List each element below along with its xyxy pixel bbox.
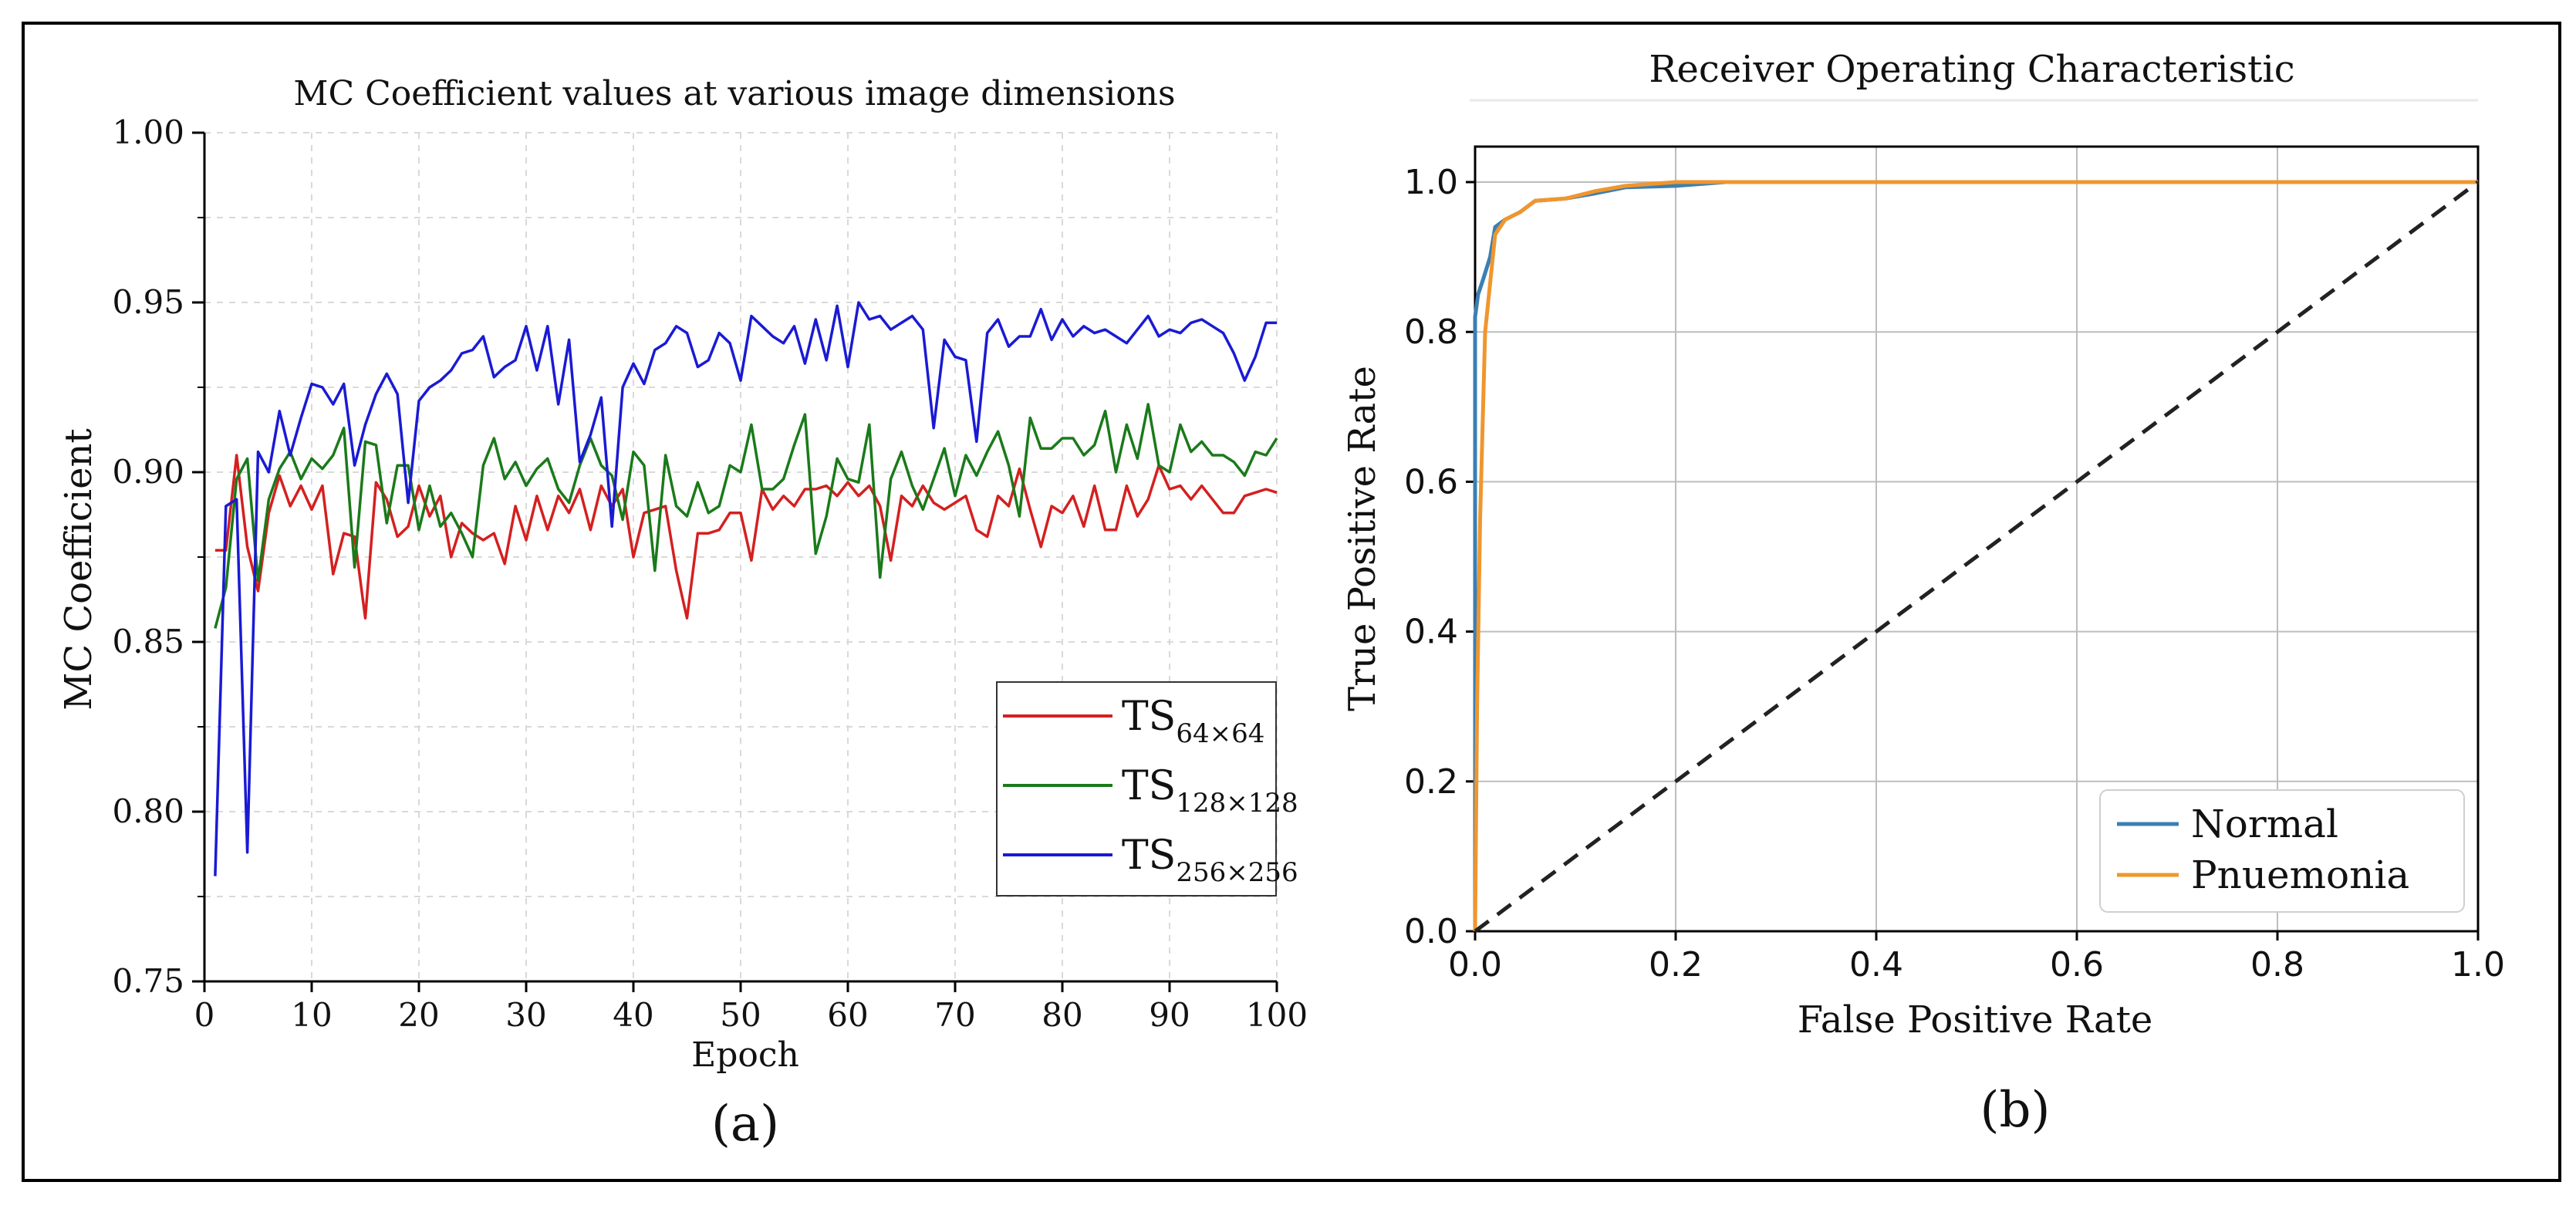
tick-label-a-y: 0.85 (112, 623, 184, 660)
chart-b-ylabel: True Positive Rate (1341, 366, 1384, 711)
tick-label-b-y: 0.8 (1404, 312, 1458, 352)
tick-label-a-x: 40 (613, 996, 653, 1034)
series-a-256×256 (214, 301, 1277, 876)
tick-label-b-x: 0.4 (1849, 945, 1903, 984)
tick-label-a-y: 0.75 (112, 962, 184, 1000)
chart-a-xlabel: Epoch (691, 1035, 799, 1075)
tick-label-a-x: 20 (398, 996, 439, 1034)
tick-label-a-x: 0 (194, 996, 215, 1034)
tick-label-b-y: 1.0 (1404, 163, 1458, 202)
chart-a-ylabel: MC Coefficient (57, 428, 100, 710)
panel-a-label: (a) (711, 1096, 779, 1153)
tick-label-b-x: 1.0 (2451, 945, 2505, 984)
chart-a-title: MC Coefficient values at various image d… (293, 74, 1175, 113)
legend-a (996, 681, 1277, 897)
tick-label-b-y: 0.2 (1404, 762, 1458, 802)
legend-b-label: Normal (2191, 802, 2338, 846)
panel-b-label: (b) (1980, 1082, 2051, 1139)
tick-label-b-y: 0.4 (1404, 613, 1458, 652)
tick-label-a-x: 90 (1149, 996, 1190, 1034)
tick-label-b-x: 0.6 (2050, 945, 2104, 984)
series-a-64×64 (214, 454, 1278, 620)
tick-label-b-y: 0.0 (1404, 912, 1458, 951)
series-b-pnuemonia (1473, 180, 2478, 932)
tick-label-a-y: 1.00 (112, 113, 184, 151)
chart-b-xlabel: False Positive Rate (1798, 998, 2153, 1042)
tick-label-b-x: 0.2 (1649, 945, 1703, 984)
tick-label-a-y: 0.80 (112, 792, 184, 830)
tick-label-a-x: 50 (720, 996, 761, 1034)
tick-label-a-y: 0.90 (112, 453, 184, 491)
figure-frame (22, 22, 2561, 1182)
tick-label-a-x: 100 (1246, 996, 1308, 1034)
tick-label-b-x: 0.8 (2250, 945, 2304, 984)
tick-label-a-x: 30 (505, 996, 546, 1034)
chart-b-title: Receiver Operating Characteristic (1649, 48, 2294, 91)
panel-b: Receiver Operating Characteristic True P… (1341, 48, 2505, 1139)
legend-b-label: Pnuemonia (2191, 853, 2409, 897)
tick-label-b-y: 0.6 (1404, 462, 1458, 501)
tick-label-a-x: 60 (827, 996, 868, 1034)
tick-label-b-x: 0.0 (1448, 945, 1502, 984)
tick-label-a-y: 0.95 (112, 283, 184, 321)
series-a-128×128 (214, 403, 1278, 629)
legend-b (2099, 789, 2465, 913)
tick-label-a-x: 10 (291, 996, 332, 1034)
panel-a: MC Coefficient values at various image d… (57, 74, 1308, 1153)
tick-label-a-x: 70 (934, 996, 975, 1034)
tick-label-a-x: 80 (1042, 996, 1082, 1034)
series-b-chance (1474, 180, 2480, 934)
